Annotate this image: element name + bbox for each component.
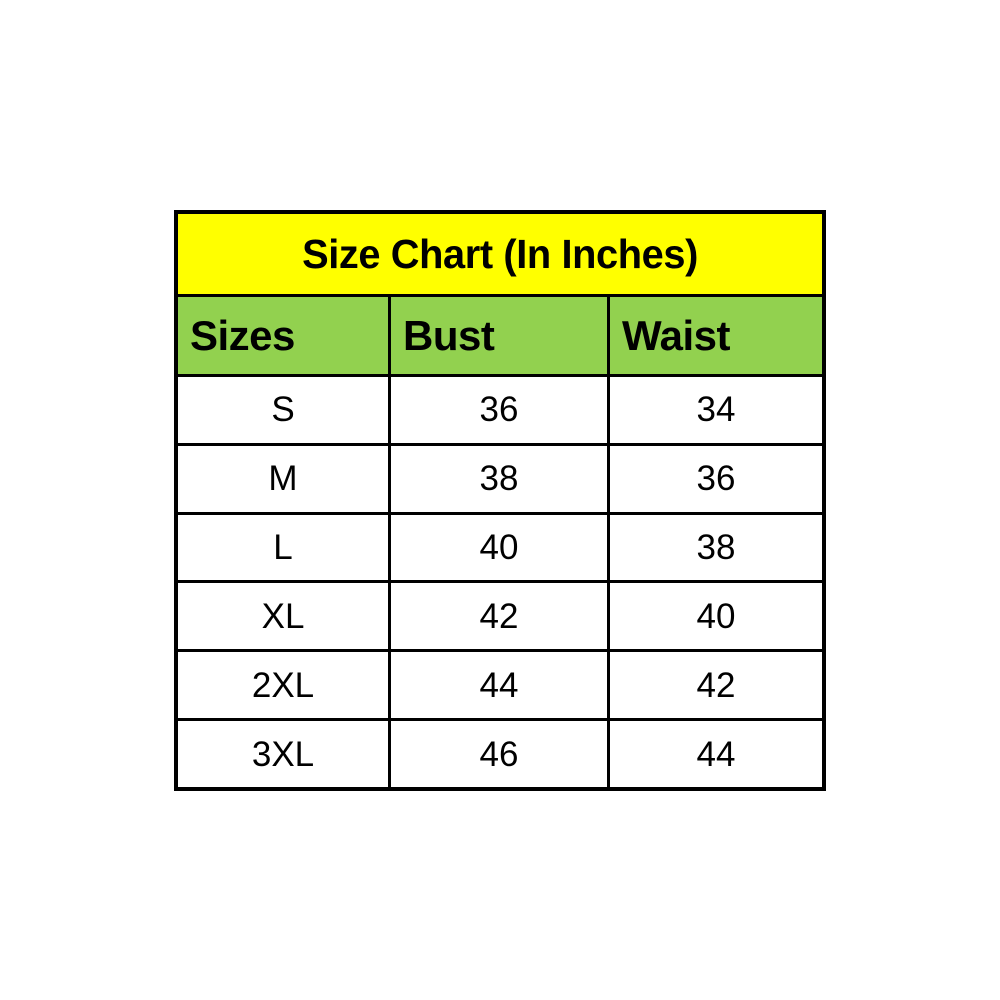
cell-bust: 38: [391, 445, 610, 512]
table-header-row: Sizes Bust Waist: [178, 297, 822, 377]
cell-bust: 44: [391, 652, 610, 719]
cell-value: 40: [479, 528, 519, 568]
table-row: 2XL 44 42: [178, 652, 822, 722]
table-row: 3XL 46 44: [178, 721, 822, 787]
cell-value: 36: [696, 459, 736, 499]
cell-value: L: [273, 528, 293, 568]
page-title: Size Chart (In Inches): [302, 230, 698, 277]
cell-size: XL: [178, 583, 391, 650]
cell-value: XL: [261, 596, 305, 636]
cell-waist: 42: [610, 652, 822, 718]
cell-value: 38: [696, 528, 736, 568]
column-header-label: Bust: [403, 311, 495, 359]
column-header-label: Waist: [622, 311, 730, 359]
cell-waist: 40: [610, 583, 822, 649]
cell-value: 42: [696, 665, 736, 705]
cell-waist: 38: [610, 515, 822, 581]
column-header-sizes: Sizes: [178, 297, 391, 374]
cell-bust: 36: [391, 377, 610, 443]
table-body: S 36 34 M 38 36 L 40: [178, 377, 822, 787]
cell-value: 3XL: [251, 734, 315, 774]
cell-waist: 44: [610, 721, 822, 787]
size-chart-table: Size Chart (In Inches) Sizes Bust Waist …: [174, 210, 826, 791]
table-row: L 40 38: [178, 514, 822, 584]
table-row: S 36 34: [178, 377, 822, 446]
cell-size: 2XL: [178, 652, 391, 719]
cell-size: L: [178, 514, 391, 581]
column-header-bust: Bust: [391, 297, 610, 374]
cell-value: S: [271, 390, 295, 430]
cell-size: 3XL: [178, 721, 391, 787]
column-header-label: Sizes: [190, 311, 295, 359]
cell-value: 40: [696, 596, 736, 636]
cell-bust: 46: [391, 721, 610, 787]
cell-value: 46: [479, 734, 519, 774]
table-title-row: Size Chart (In Inches): [178, 214, 822, 297]
cell-value: 38: [479, 459, 519, 499]
table-row: M 38 36: [178, 445, 822, 515]
cell-waist: 34: [610, 377, 822, 443]
table-row: XL 42 40: [178, 583, 822, 653]
cell-value: 36: [479, 390, 519, 430]
cell-bust: 42: [391, 583, 610, 650]
cell-value: 42: [479, 596, 519, 636]
cell-size: S: [178, 377, 391, 443]
cell-value: 34: [696, 390, 736, 430]
cell-bust: 40: [391, 514, 610, 581]
column-header-waist: Waist: [610, 297, 822, 374]
cell-value: 44: [696, 734, 736, 774]
cell-value: 2XL: [251, 665, 315, 705]
cell-value: M: [268, 459, 298, 499]
cell-size: M: [178, 445, 391, 512]
cell-value: 44: [479, 665, 519, 705]
cell-waist: 36: [610, 446, 822, 512]
